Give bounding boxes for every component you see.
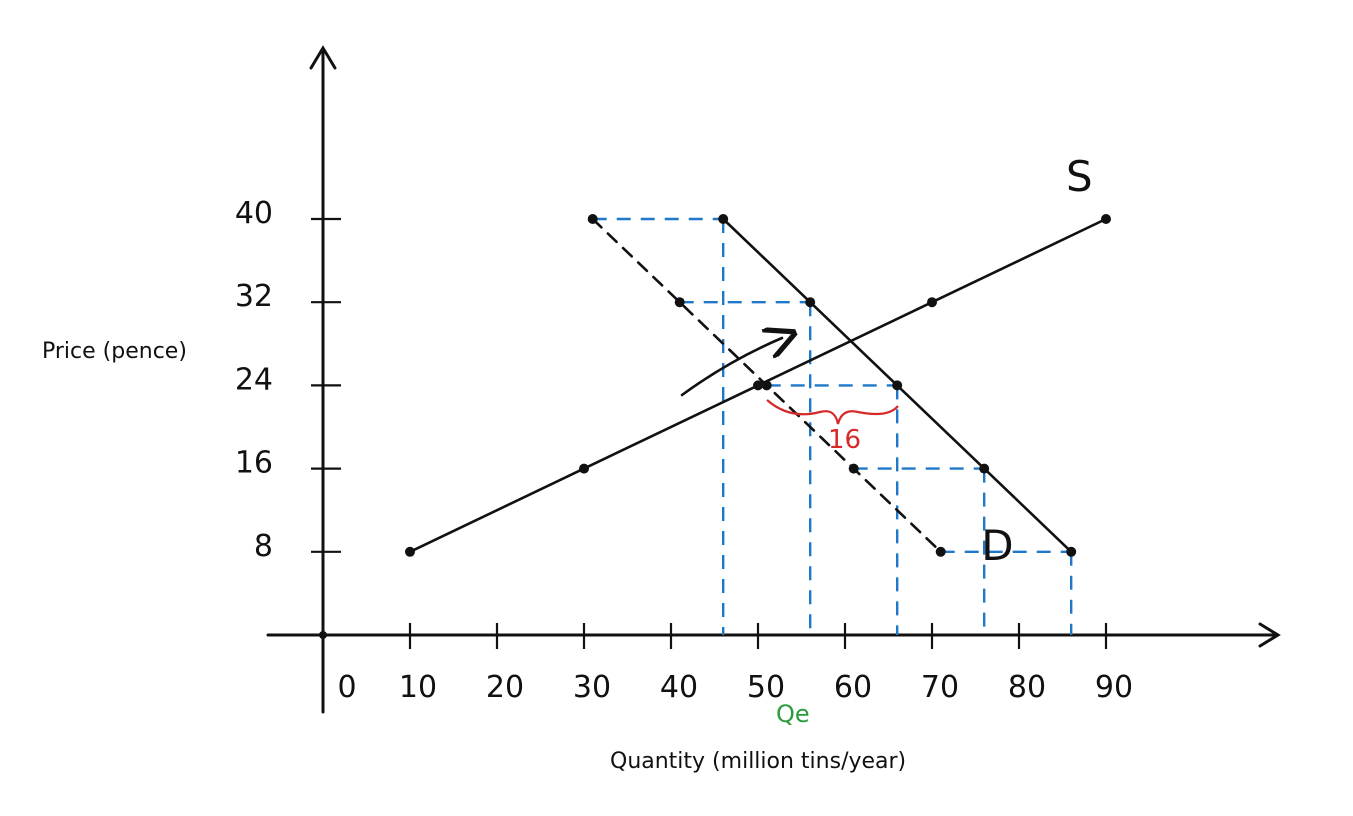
original-demand-curve-point-0 xyxy=(587,214,598,224)
demand-curve-point-1 xyxy=(805,297,816,308)
y-tick-label-40: 40 xyxy=(235,196,273,231)
x-tick-label-50: 50 xyxy=(747,670,785,705)
x-axis-label: Quantity (million tins/year) xyxy=(610,749,906,774)
supply-curve-label: S xyxy=(1066,152,1093,201)
x-tick-label-0: 0 xyxy=(337,670,356,705)
y-axis-arrow xyxy=(309,45,337,70)
origin-dot xyxy=(319,631,327,639)
original-demand-curve-point-4 xyxy=(935,546,946,557)
y-axis-label: Price (pence) xyxy=(42,339,187,364)
x-tick-label-20: 20 xyxy=(486,670,524,705)
x-tick-label-70: 70 xyxy=(921,670,959,705)
demand-curve-point-0 xyxy=(718,214,729,224)
supply-curve-point-3 xyxy=(927,297,937,308)
original-demand-curve-point-1 xyxy=(674,297,685,308)
x-tick-label-60: 60 xyxy=(834,670,872,705)
x-axis-arrow xyxy=(1258,622,1281,648)
y-tick-label-8: 8 xyxy=(254,529,273,564)
x-tick-label-10: 10 xyxy=(399,670,437,705)
x-tick-label-40: 40 xyxy=(660,670,698,705)
shortage-brace xyxy=(766,399,899,425)
supply-curve-point-1 xyxy=(579,463,589,474)
qe-label: Qe xyxy=(776,700,810,728)
x-tick-label-90: 90 xyxy=(1095,670,1133,705)
shift-arrow xyxy=(680,338,782,397)
x-tick-label-30: 30 xyxy=(573,670,611,705)
supply-curve-point-4 xyxy=(1101,214,1111,224)
x-tick-label-80: 80 xyxy=(1008,670,1046,705)
supply-curve-point-0 xyxy=(405,546,415,557)
demand-curve-point-3 xyxy=(979,463,990,474)
y-tick-label-32: 32 xyxy=(235,279,273,314)
supply-curve-point-2 xyxy=(753,380,763,391)
original-demand-curve-point-2 xyxy=(761,380,772,391)
series-layer: SD xyxy=(405,152,1111,570)
demand-curve-point-4 xyxy=(1066,546,1077,557)
y-tick-label-16: 16 xyxy=(235,446,273,481)
demand-curve-label: D xyxy=(981,521,1013,570)
original-demand-curve-point-3 xyxy=(848,463,859,474)
y-tick-label-24: 24 xyxy=(235,362,273,397)
ticks-layer: 0 10 20 30 40 50 60 70 80 90 8 16 24 32 40 xyxy=(235,196,1133,705)
shortage-label: 16 xyxy=(828,425,861,455)
demand-curve-point-2 xyxy=(892,380,903,391)
